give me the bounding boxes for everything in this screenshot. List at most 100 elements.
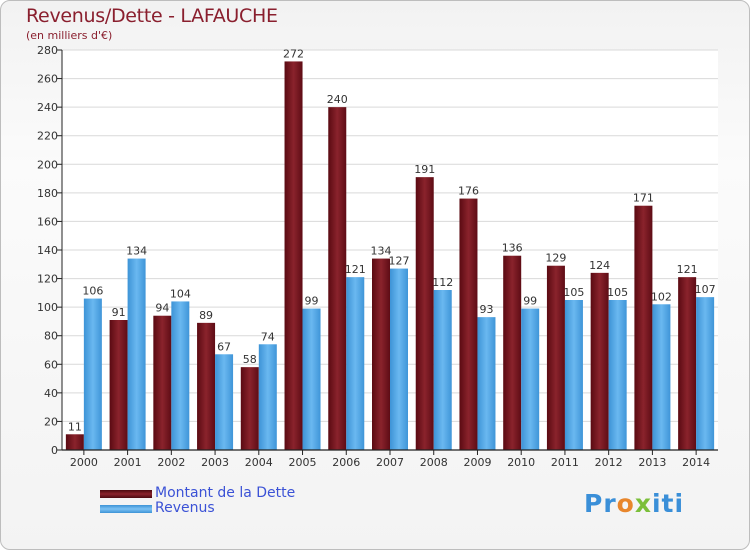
data-label-revenus-2006: 121 <box>345 263 366 276</box>
y-tick-label: 180 <box>37 187 58 200</box>
bar-revenus-2009 <box>477 317 496 450</box>
legend: Montant de la Dette Revenus <box>100 485 420 516</box>
x-tick-label: 2002 <box>157 456 185 469</box>
bar-dette-2006 <box>328 107 347 451</box>
bar-dette-2001 <box>109 320 128 450</box>
data-label-dette-2002: 94 <box>155 302 169 315</box>
x-tick-label: 2005 <box>289 456 317 469</box>
y-tick-label: 20 <box>44 415 58 428</box>
x-tick-label: 2001 <box>114 456 142 469</box>
x-tick-label: 2000 <box>70 456 98 469</box>
legend-label-dette: Montant de la Dette <box>155 485 296 501</box>
y-tick-label: 120 <box>37 273 58 286</box>
data-label-dette-2005: 272 <box>283 47 304 60</box>
proxiti-logo: Proxiti <box>584 489 685 518</box>
data-label-revenus-2002: 104 <box>170 287 191 300</box>
x-tick-label: 2009 <box>463 456 491 469</box>
data-label-revenus-2000: 106 <box>82 285 103 298</box>
data-label-revenus-2008: 112 <box>432 276 453 289</box>
chart-subtitle: (en milliers d'€) <box>26 29 113 42</box>
data-label-revenus-2007: 127 <box>389 255 410 268</box>
y-tick-label: 160 <box>37 215 58 228</box>
bar-dette-2003 <box>197 322 216 450</box>
x-tick-label: 2013 <box>638 456 666 469</box>
x-tick-label: 2003 <box>201 456 229 469</box>
data-label-revenus-2001: 134 <box>126 245 147 258</box>
bar-dette-2008 <box>415 177 434 450</box>
x-tick-label: 2007 <box>376 456 404 469</box>
data-label-dette-2004: 58 <box>243 353 257 366</box>
bar-dette-2013 <box>634 205 653 450</box>
bar-dette-2002 <box>153 315 172 450</box>
bar-revenus-2006 <box>346 277 365 450</box>
bar-revenus-2005 <box>302 308 321 450</box>
data-label-dette-2001: 91 <box>112 306 126 319</box>
y-tick-label: 80 <box>44 330 58 343</box>
y-tick-label: 260 <box>37 73 58 86</box>
y-tick-label: 0 <box>51 444 58 457</box>
bar-revenus-2013 <box>652 304 671 450</box>
data-label-dette-2012: 124 <box>589 259 610 272</box>
bar-revenus-2011 <box>564 300 583 450</box>
bar-revenus-2003 <box>215 354 234 450</box>
x-tick-label: 2004 <box>245 456 273 469</box>
data-label-revenus-2009: 93 <box>479 303 493 316</box>
data-label-dette-2009: 176 <box>458 185 479 198</box>
bar-revenus-2000 <box>83 298 102 450</box>
data-label-revenus-2010: 99 <box>523 295 537 308</box>
bar-revenus-2012 <box>608 300 627 450</box>
data-label-revenus-2005: 99 <box>305 295 319 308</box>
y-tick-label: 40 <box>44 387 58 400</box>
y-tick-label: 200 <box>37 158 58 171</box>
data-label-dette-2013: 171 <box>633 192 654 205</box>
bar-revenus-2008 <box>433 290 452 450</box>
x-tick-label: 2012 <box>595 456 623 469</box>
x-tick-label: 2011 <box>551 456 579 469</box>
x-tick-label: 2010 <box>507 456 535 469</box>
axes: 0 20 40 60 80 100 120 140 160 180 200 220 240 260 280 2… <box>37 44 718 469</box>
bar-revenus-2010 <box>521 308 540 450</box>
bar-dette-2004 <box>240 367 259 450</box>
data-label-dette-2011: 129 <box>545 252 566 265</box>
data-label-revenus-2014: 107 <box>695 283 716 296</box>
bar-dette-2010 <box>503 255 522 450</box>
data-label-dette-2000: 11 <box>68 420 82 433</box>
data-label-revenus-2011: 105 <box>563 286 584 299</box>
legend-item-dette: Montant de la Dette <box>100 485 420 501</box>
bar-dette-2009 <box>459 198 478 450</box>
bars <box>65 61 715 451</box>
y-tick-label: 100 <box>37 301 58 314</box>
x-tick-label: 2008 <box>420 456 448 469</box>
data-label-revenus-2013: 102 <box>651 290 672 303</box>
bar-revenus-2007 <box>390 268 408 450</box>
chart-title: Revenus/Dette - LAFAUCHE <box>26 5 278 27</box>
data-label-dette-2010: 136 <box>502 242 523 255</box>
bar-revenus-2002 <box>171 301 190 450</box>
legend-item-revenus: Revenus <box>100 500 420 516</box>
bar-revenus-2004 <box>258 344 277 450</box>
y-tick-label: 220 <box>37 130 58 143</box>
data-labels: 1110691134941048967587427299240121134127… <box>68 47 716 433</box>
bar-dette-2005 <box>284 61 303 451</box>
legend-label-revenus: Revenus <box>155 500 215 516</box>
y-tick-label: 140 <box>37 244 58 257</box>
y-tick-label: 60 <box>44 358 58 371</box>
data-label-dette-2008: 191 <box>414 163 435 176</box>
data-label-revenus-2004: 74 <box>261 330 275 343</box>
data-label-revenus-2012: 105 <box>607 286 628 299</box>
data-label-dette-2003: 89 <box>199 309 213 322</box>
x-tick-label: 2014 <box>682 456 710 469</box>
bar-dette-2014 <box>678 277 697 450</box>
legend-swatch-revenus <box>100 505 152 513</box>
bar-dette-2012 <box>590 272 609 450</box>
bar-revenus-2001 <box>127 258 146 450</box>
data-label-dette-2014: 121 <box>677 263 698 276</box>
y-tick-label: 240 <box>37 101 58 114</box>
bar-revenus-2014 <box>696 297 715 450</box>
bar-dette-2011 <box>546 265 565 450</box>
legend-swatch-dette <box>100 490 152 498</box>
data-label-revenus-2003: 67 <box>217 340 231 353</box>
x-tick-label: 2006 <box>332 456 360 469</box>
y-tick-label: 280 <box>37 44 58 57</box>
